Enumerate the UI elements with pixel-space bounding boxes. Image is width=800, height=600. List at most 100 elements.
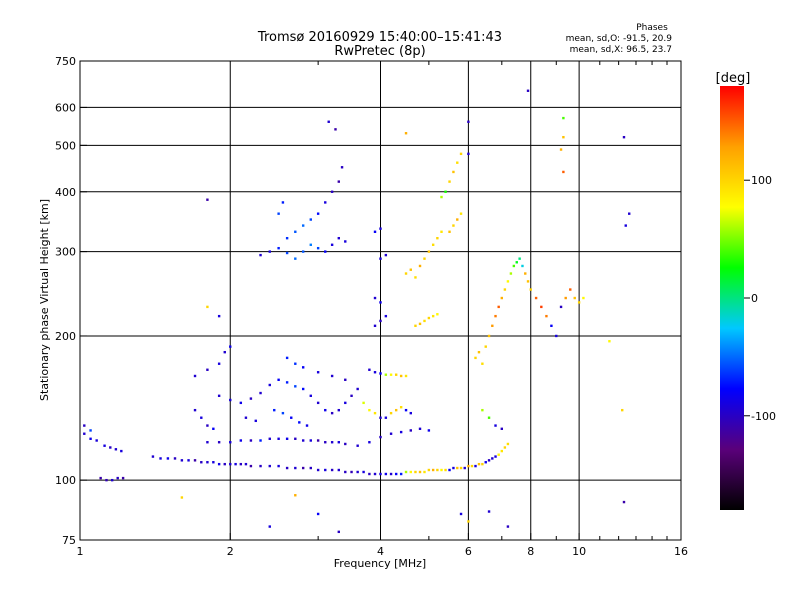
data-point: [487, 416, 491, 419]
data-point: [470, 464, 474, 468]
data-point: [159, 457, 162, 460]
x-axis-ticks: 1 2 4 6 8 10 16: [77, 61, 688, 558]
data-point: [456, 161, 459, 164]
data-point: [621, 408, 624, 412]
data-point: [277, 246, 280, 250]
data-point: [431, 468, 435, 472]
data-point: [624, 224, 627, 227]
data-point: [436, 236, 439, 240]
data-point: [409, 429, 412, 432]
data-point: [340, 166, 344, 169]
data-point: [212, 461, 215, 464]
data-points: [83, 89, 631, 534]
data-point: [294, 494, 297, 497]
data-point: [440, 230, 443, 233]
data-point: [285, 437, 289, 440]
data-point: [399, 406, 403, 409]
data-point: [368, 368, 371, 371]
y-tick-label: 500: [55, 139, 76, 152]
data-point: [301, 250, 305, 253]
data-point: [259, 253, 262, 257]
data-point: [399, 430, 403, 434]
data-point: [316, 468, 320, 472]
data-point: [254, 419, 257, 423]
x-tick-label: 1: [77, 545, 84, 558]
data-point: [409, 411, 412, 415]
data-point: [334, 128, 337, 131]
data-point: [249, 439, 253, 442]
data-point: [389, 472, 393, 476]
data-point: [206, 368, 209, 371]
data-point: [239, 439, 243, 442]
x-tick-label: 6: [465, 545, 472, 558]
data-point: [497, 305, 500, 309]
data-point: [423, 257, 426, 260]
data-point: [217, 462, 221, 466]
data-point: [477, 350, 481, 354]
data-point: [173, 457, 177, 460]
data-point: [337, 180, 341, 183]
data-point: [559, 305, 563, 309]
data-point: [487, 459, 491, 462]
data-point: [431, 314, 435, 318]
data-point: [404, 272, 408, 275]
data-point: [414, 470, 417, 474]
stats-heading: Phases: [636, 23, 668, 33]
y-tick-label: 400: [55, 186, 76, 199]
data-point: [394, 408, 398, 412]
data-point: [481, 362, 484, 365]
data-point: [294, 362, 297, 365]
data-point: [229, 398, 232, 402]
data-point: [344, 240, 347, 243]
data-point: [200, 461, 203, 464]
data-point: [281, 411, 285, 415]
data-point: [337, 441, 341, 444]
data-point: [362, 401, 365, 405]
data-point: [83, 424, 86, 427]
data-point: [244, 462, 248, 466]
data-point: [427, 429, 431, 432]
data-point: [423, 470, 426, 474]
data-point: [350, 470, 353, 474]
data-point: [448, 468, 451, 472]
data-point: [249, 464, 253, 468]
x-tick-label: 10: [572, 545, 586, 558]
data-point: [309, 218, 312, 221]
data-point: [555, 334, 558, 338]
data-point: [180, 459, 184, 462]
data-point: [268, 250, 271, 253]
data-point: [294, 385, 297, 388]
data-point: [309, 243, 312, 246]
colorbar-tick-label: 100: [751, 174, 772, 187]
data-point: [344, 442, 347, 446]
data-point: [404, 408, 408, 412]
y-tick-label: 600: [55, 101, 76, 114]
data-point: [206, 424, 209, 427]
data-point: [526, 89, 530, 92]
data-point: [491, 457, 494, 460]
data-point: [506, 442, 510, 446]
x-tick-label: 16: [674, 545, 688, 558]
data-point: [373, 472, 377, 476]
data-point: [89, 429, 92, 432]
data-point: [316, 401, 320, 405]
data-point: [206, 441, 209, 444]
data-point: [99, 476, 102, 480]
colorbar: [720, 86, 744, 510]
data-point: [330, 411, 334, 415]
data-point: [534, 296, 538, 300]
data-point: [116, 476, 119, 480]
data-point: [448, 180, 451, 183]
data-point: [562, 135, 565, 139]
data-point: [497, 453, 500, 456]
data-point: [368, 472, 371, 476]
data-point: [463, 466, 466, 470]
data-point: [459, 466, 463, 470]
data-point: [95, 439, 98, 442]
chart-subtitle: RwPretec (8p): [334, 44, 425, 59]
data-point: [394, 472, 398, 476]
data-point: [452, 224, 455, 227]
colorbar-label: [deg]: [716, 71, 751, 86]
data-point: [467, 464, 470, 468]
data-point: [281, 201, 285, 204]
